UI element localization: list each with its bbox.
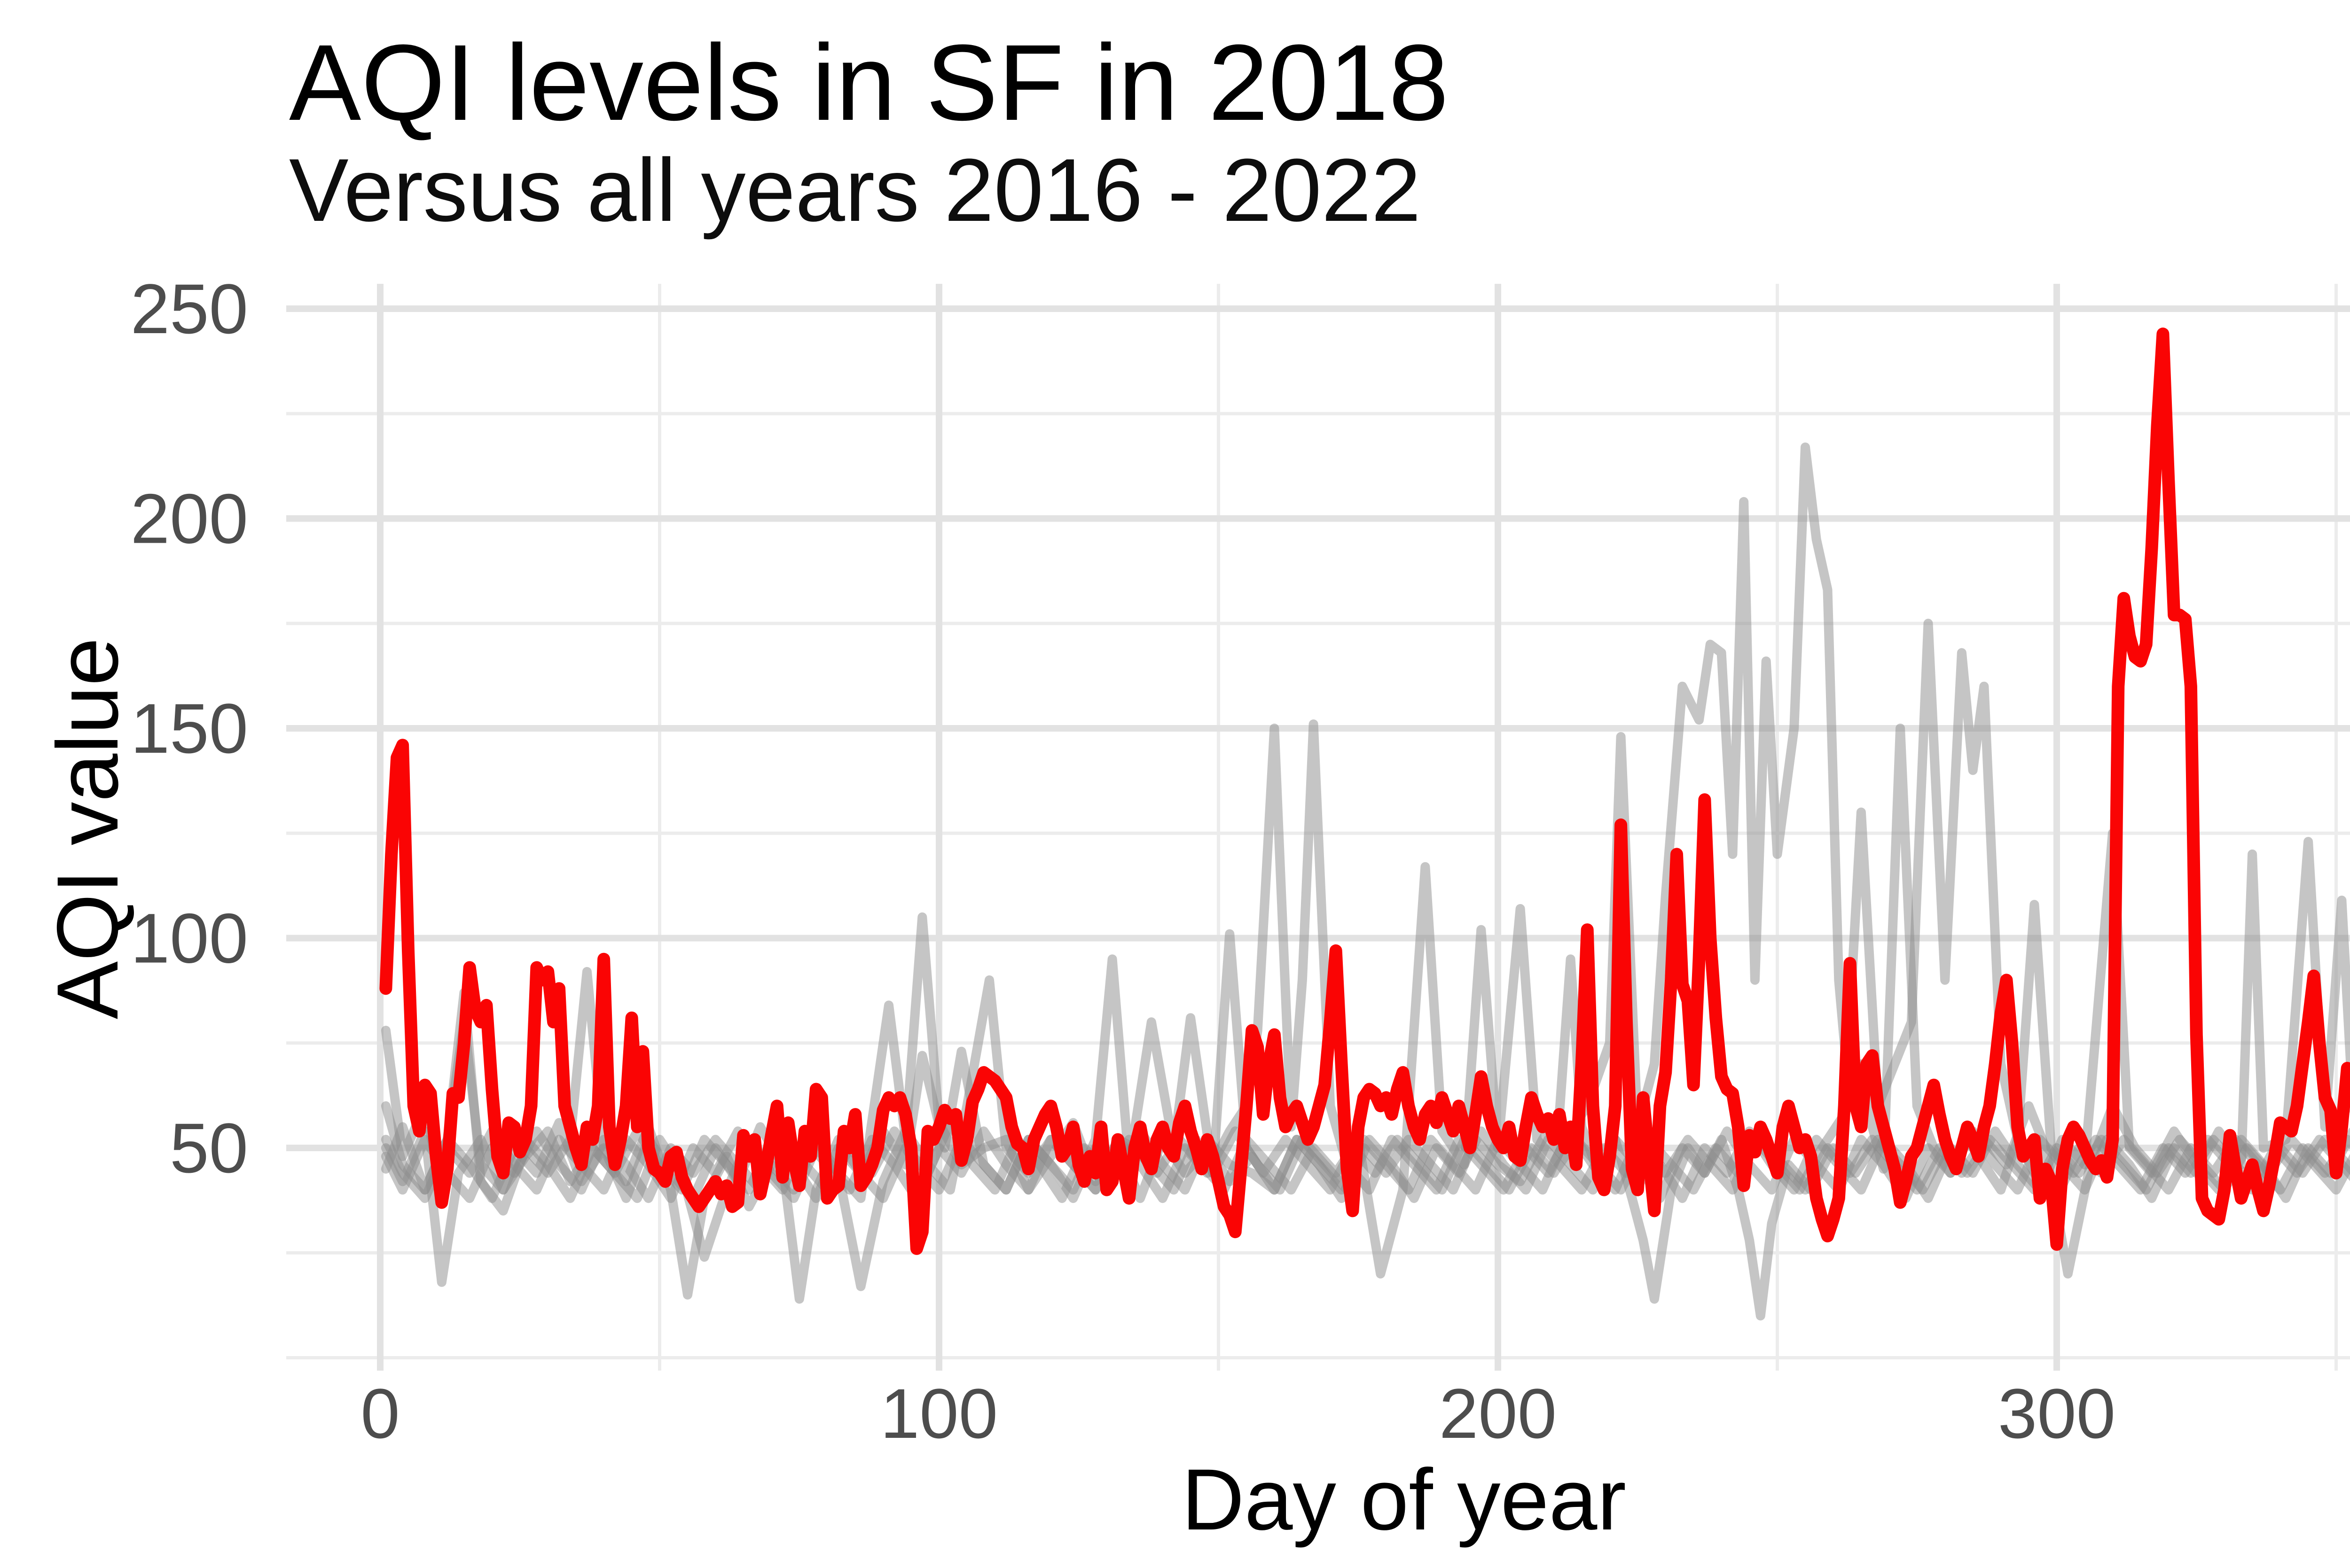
x-axis-tick-labels: 0 100 200 300: [360, 1374, 2115, 1453]
chart-subtitle: Versus all years 2016 - 2022: [289, 140, 1421, 240]
y-tick-label-250: 250: [131, 269, 248, 348]
y-tick-label-200: 200: [131, 479, 248, 558]
chart-title: AQI levels in SF in 2018: [289, 22, 1449, 143]
x-tick-label-0: 0: [360, 1374, 400, 1453]
y-axis-tick-labels: 50 100 150 200 250: [131, 269, 248, 1187]
x-tick-label-200: 200: [1439, 1374, 1557, 1453]
y-tick-label-50: 50: [170, 1108, 248, 1187]
y-tick-label-100: 100: [131, 899, 248, 978]
series-2018-line: [379, 328, 2350, 1255]
x-tick-label-300: 300: [1998, 1374, 2115, 1453]
y-axis-title: AQI value: [39, 638, 136, 1019]
x-tick-label-100: 100: [880, 1374, 998, 1453]
chart-series: [379, 328, 2350, 1321]
x-axis-title: Day of year: [1182, 1451, 1626, 1548]
y-tick-label-150: 150: [131, 689, 248, 768]
